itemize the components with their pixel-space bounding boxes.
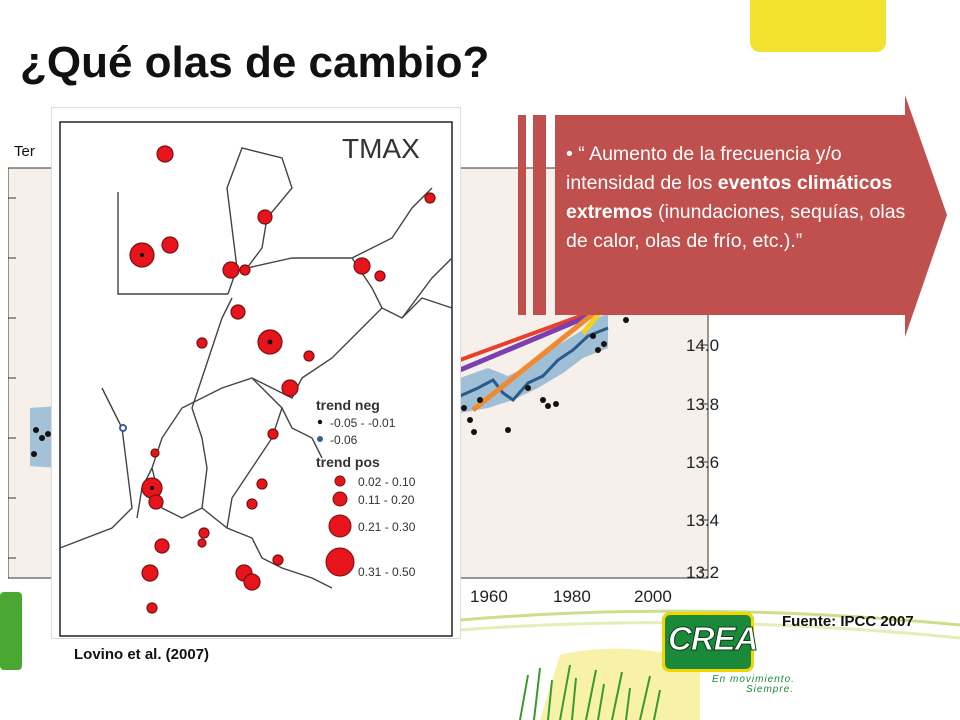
station-pos — [156, 145, 174, 163]
station-pos — [303, 350, 315, 362]
legend-neg-item: -0.06 — [330, 433, 358, 447]
station-pos — [246, 498, 258, 510]
station-pos — [243, 573, 261, 591]
legend-pos-item: 0.31 - 0.50 — [358, 565, 416, 579]
crea-logo — [662, 612, 754, 672]
station-pos — [154, 538, 170, 554]
callout-text-start: “ Aumento de la frecuencia y/o intensida… — [566, 143, 842, 194]
trend-map: TMAX trend neg -0.05 - -0.01 -0.06 trend… — [52, 108, 460, 638]
province-borders — [59, 147, 453, 589]
legend-pos-item: 0.11 - 0.20 — [358, 493, 415, 507]
x-tick-label: 1960 — [470, 587, 508, 606]
smoothed-line — [459, 326, 609, 402]
logo-tagline: Siempre. — [746, 684, 795, 695]
station-pos — [256, 478, 268, 490]
y-tick-label: 14.0 — [686, 336, 719, 355]
station-pos — [239, 264, 251, 276]
source-citation: Fuente: IPCC 2007 — [782, 613, 914, 630]
y-tick-label: 13.4 — [686, 511, 719, 530]
x-tick-label: 1980 — [553, 587, 591, 606]
y-tick-label: 13.8 — [686, 395, 719, 414]
decorative-tab — [750, 0, 886, 52]
callout-text-bold: eventos climáticos extremos — [566, 172, 893, 223]
y-tick-label: 13.2 — [686, 563, 719, 582]
negative-stations — [119, 424, 127, 432]
callout-arrow — [518, 95, 947, 337]
station-pos — [353, 257, 371, 275]
station-pos — [222, 261, 240, 279]
x-tick-label: 2000 — [634, 587, 672, 606]
slide-title: ¿Qué olas de cambio? — [20, 38, 490, 87]
legend-neg-item: -0.05 - -0.01 — [330, 416, 396, 430]
left-axis-ticks — [8, 197, 16, 559]
right-points — [461, 317, 629, 435]
station-pos — [230, 304, 246, 320]
station-pos — [146, 602, 158, 614]
map-frame — [59, 121, 453, 637]
station-centres — [140, 253, 273, 490]
trend-line-50y — [471, 308, 600, 412]
callout-text: • “ Aumento de la frecuencia y/o intensi… — [566, 140, 911, 256]
logo-tagline: En movimiento. — [712, 674, 795, 685]
positive-stations — [129, 145, 436, 614]
decorative-bottom — [0, 592, 960, 720]
right-axis-ticks — [700, 344, 708, 571]
station-pos — [148, 494, 164, 510]
crea-logo-word: CREA — [668, 620, 760, 658]
station-pos — [374, 270, 386, 282]
map-legend: trend neg -0.05 - -0.01 -0.06 trend pos … — [316, 397, 416, 579]
trend-line-100y — [459, 305, 609, 373]
station-pos — [150, 448, 160, 458]
left-points — [31, 427, 51, 457]
station-pos — [424, 192, 436, 204]
y-tick-label: 13.6 — [686, 453, 719, 472]
map-title: TMAX — [342, 133, 420, 164]
station-pos — [272, 554, 284, 566]
chart-title-fragment: Ter — [12, 142, 37, 161]
station-pos — [196, 337, 208, 349]
station-pos — [267, 428, 279, 440]
map-drawing: TMAX trend neg -0.05 - -0.01 -0.06 trend… — [59, 121, 453, 637]
map-credit: Lovino et al. (2007) — [74, 646, 210, 663]
legend-neg-title: trend neg — [316, 397, 380, 413]
station-pos — [161, 236, 179, 254]
station-pos — [197, 538, 207, 548]
station-pos — [198, 527, 210, 539]
callout-text-end: (inundaciones, sequías, olas de calor, o… — [566, 201, 906, 252]
legend-pos-item: 0.21 - 0.30 — [358, 520, 416, 534]
station-pos — [281, 379, 299, 397]
bullet: • — [566, 143, 573, 165]
station-pos — [141, 564, 159, 582]
legend-pos-title: trend pos — [316, 454, 380, 470]
station-pos — [257, 209, 273, 225]
legend-pos-item: 0.02 - 0.10 — [358, 475, 416, 489]
callout-body — [555, 95, 947, 337]
